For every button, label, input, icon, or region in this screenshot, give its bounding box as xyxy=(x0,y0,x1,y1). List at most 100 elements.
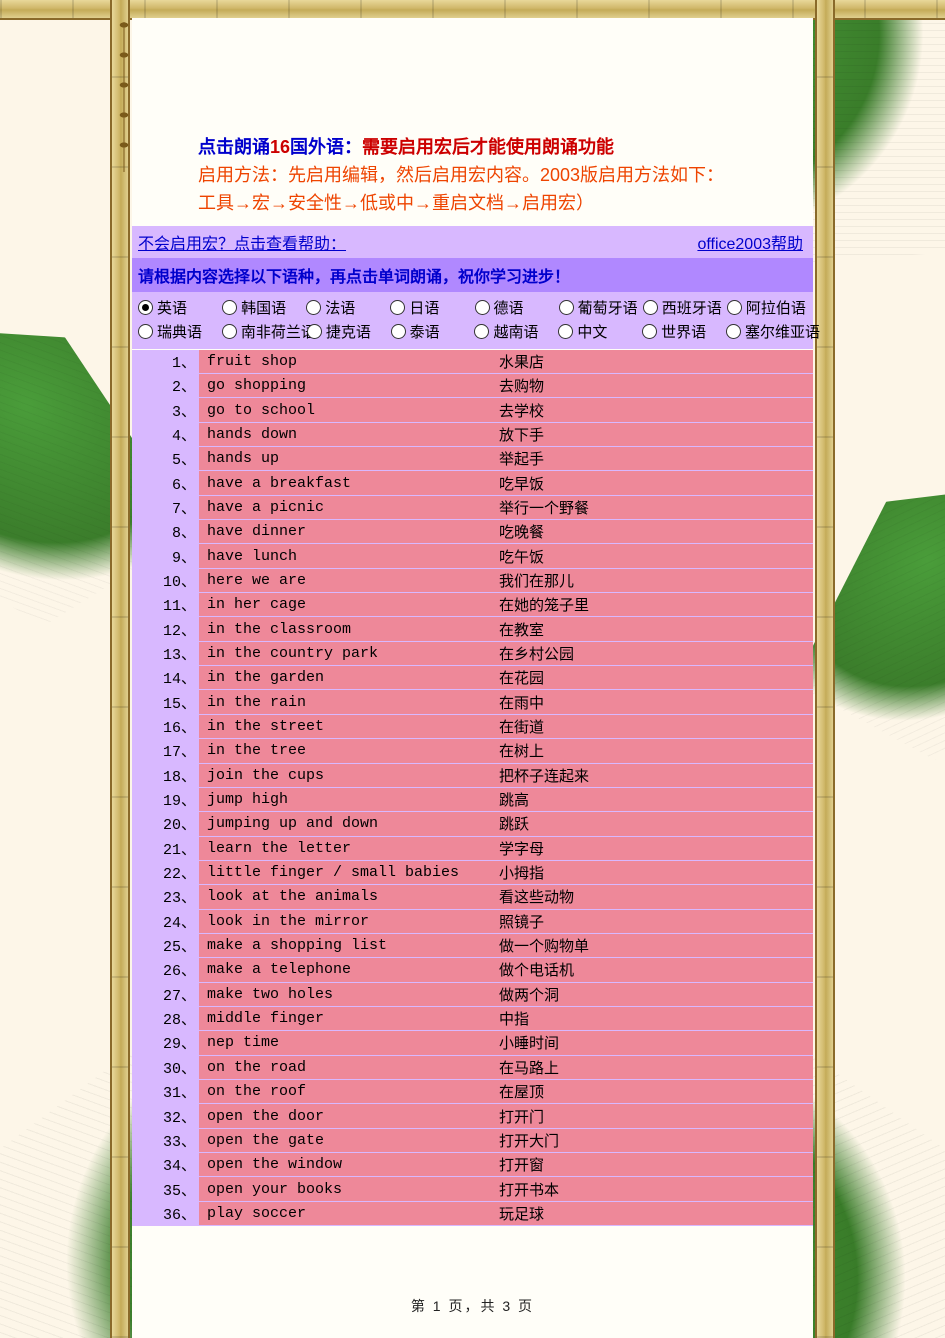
vocab-row[interactable]: 27、make two holes做两个洞 xyxy=(132,983,813,1007)
language-option[interactable]: 韩国语 xyxy=(222,297,304,318)
vocab-english[interactable]: open your books xyxy=(199,1177,495,1200)
language-option[interactable]: 泰语 xyxy=(391,321,473,342)
language-option[interactable]: 瑞典语 xyxy=(138,321,220,342)
vocab-row[interactable]: 10、here we are我们在那儿 xyxy=(132,569,813,593)
vocab-row[interactable]: 31、on the roof在屋顶 xyxy=(132,1080,813,1104)
vocab-row[interactable]: 22、little finger / small babies小拇指 xyxy=(132,861,813,885)
vocab-english[interactable]: look in the mirror xyxy=(199,910,495,933)
radio-icon[interactable] xyxy=(559,300,574,315)
vocab-row[interactable]: 25、make a shopping list做一个购物单 xyxy=(132,934,813,958)
vocab-row[interactable]: 33、open the gate打开大门 xyxy=(132,1129,813,1153)
radio-icon[interactable] xyxy=(222,324,237,339)
vocab-row[interactable]: 24、look in the mirror照镜子 xyxy=(132,910,813,934)
vocab-row[interactable]: 29、nep time小睡时间 xyxy=(132,1031,813,1055)
vocab-english[interactable]: middle finger xyxy=(199,1007,495,1030)
vocab-row[interactable]: 9、have lunch吃午饭 xyxy=(132,544,813,568)
vocab-english[interactable]: hands down xyxy=(199,423,495,446)
vocab-row[interactable]: 1、fruit shop水果店 xyxy=(132,350,813,374)
language-option[interactable]: 越南语 xyxy=(474,321,556,342)
vocab-english[interactable]: in the rain xyxy=(199,690,495,713)
vocab-english[interactable]: go to school xyxy=(199,398,495,421)
language-option[interactable]: 葡萄牙语 xyxy=(559,297,641,318)
vocab-english[interactable]: in the classroom xyxy=(199,617,495,640)
vocab-row[interactable]: 17、in the tree在树上 xyxy=(132,739,813,763)
vocab-row[interactable]: 32、open the door打开门 xyxy=(132,1104,813,1128)
vocab-english[interactable]: make a telephone xyxy=(199,958,495,981)
vocab-english[interactable]: on the road xyxy=(199,1056,495,1079)
vocab-row[interactable]: 6、have a breakfast吃早饭 xyxy=(132,471,813,495)
radio-icon[interactable] xyxy=(727,300,742,315)
vocab-row[interactable]: 8、have dinner吃晚餐 xyxy=(132,520,813,544)
radio-icon[interactable] xyxy=(222,300,237,315)
language-option[interactable]: 南非荷兰语 xyxy=(222,321,305,342)
vocab-row[interactable]: 19、jump high跳高 xyxy=(132,788,813,812)
vocab-row[interactable]: 23、look at the animals看这些动物 xyxy=(132,885,813,909)
vocab-english[interactable]: make two holes xyxy=(199,983,495,1006)
language-option[interactable]: 日语 xyxy=(390,297,472,318)
radio-icon[interactable] xyxy=(474,324,489,339)
radio-icon[interactable] xyxy=(642,324,657,339)
vocab-row[interactable]: 11、in her cage在她的笼子里 xyxy=(132,593,813,617)
vocab-row[interactable]: 2、go shopping去购物 xyxy=(132,374,813,398)
radio-icon[interactable] xyxy=(391,324,406,339)
vocab-english[interactable]: make a shopping list xyxy=(199,934,495,957)
language-option[interactable]: 德语 xyxy=(475,297,557,318)
radio-icon[interactable] xyxy=(643,300,658,315)
radio-icon[interactable] xyxy=(558,324,573,339)
radio-icon[interactable] xyxy=(138,324,153,339)
radio-icon[interactable] xyxy=(390,300,405,315)
language-option[interactable]: 世界语 xyxy=(642,321,724,342)
vocab-english[interactable]: in the country park xyxy=(199,642,495,665)
language-option[interactable]: 阿拉伯语 xyxy=(727,297,809,318)
vocab-english[interactable]: hands up xyxy=(199,447,495,470)
vocab-row[interactable]: 36、play soccer玩足球 xyxy=(132,1202,813,1226)
vocab-english[interactable]: learn the letter xyxy=(199,837,495,860)
radio-icon[interactable] xyxy=(307,324,322,339)
vocab-english[interactable]: in her cage xyxy=(199,593,495,616)
vocab-english[interactable]: have dinner xyxy=(199,520,495,543)
vocab-row[interactable]: 20、jumping up and down跳跃 xyxy=(132,812,813,836)
vocab-english[interactable]: nep time xyxy=(199,1031,495,1054)
vocab-english[interactable]: little finger / small babies xyxy=(199,861,495,884)
vocab-english[interactable]: fruit shop xyxy=(199,350,495,373)
vocab-english[interactable]: here we are xyxy=(199,569,495,592)
vocab-english[interactable]: have a picnic xyxy=(199,496,495,519)
vocab-english[interactable]: have lunch xyxy=(199,544,495,567)
language-option[interactable]: 中文 xyxy=(558,321,640,342)
help-link-right[interactable]: office2003帮助 xyxy=(697,230,803,254)
vocab-english[interactable]: go shopping xyxy=(199,374,495,397)
radio-icon[interactable] xyxy=(138,300,153,315)
radio-icon[interactable] xyxy=(726,324,741,339)
vocab-row[interactable]: 4、hands down放下手 xyxy=(132,423,813,447)
vocab-english[interactable]: jump high xyxy=(199,788,495,811)
vocab-english[interactable]: join the cups xyxy=(199,764,495,787)
vocab-english[interactable]: open the gate xyxy=(199,1129,495,1152)
vocab-english[interactable]: in the tree xyxy=(199,739,495,762)
vocab-english[interactable]: play soccer xyxy=(199,1202,495,1225)
vocab-row[interactable]: 35、open your books打开书本 xyxy=(132,1177,813,1201)
vocab-english[interactable]: jumping up and down xyxy=(199,812,495,835)
vocab-row[interactable]: 30、on the road在马路上 xyxy=(132,1056,813,1080)
radio-icon[interactable] xyxy=(475,300,490,315)
vocab-row[interactable]: 5、hands up举起手 xyxy=(132,447,813,471)
vocab-row[interactable]: 16、in the street在街道 xyxy=(132,715,813,739)
vocab-row[interactable]: 21、learn the letter学字母 xyxy=(132,837,813,861)
vocab-row[interactable]: 13、in the country park在乡村公园 xyxy=(132,642,813,666)
vocab-english[interactable]: in the street xyxy=(199,715,495,738)
help-link-left[interactable]: 不会启用宏？点击查看帮助： xyxy=(138,230,346,254)
language-option[interactable]: 塞尔维亚语 xyxy=(726,321,809,342)
vocab-english[interactable]: on the roof xyxy=(199,1080,495,1103)
radio-icon[interactable] xyxy=(306,300,321,315)
vocab-english[interactable]: open the door xyxy=(199,1104,495,1127)
vocab-english[interactable]: open the window xyxy=(199,1153,495,1176)
vocab-row[interactable]: 26、make a telephone做个电话机 xyxy=(132,958,813,982)
vocab-english[interactable]: have a breakfast xyxy=(199,471,495,494)
vocab-row[interactable]: 34、open the window打开窗 xyxy=(132,1153,813,1177)
language-option[interactable]: 西班牙语 xyxy=(643,297,725,318)
language-option[interactable]: 捷克语 xyxy=(307,321,389,342)
vocab-english[interactable]: look at the animals xyxy=(199,885,495,908)
language-option[interactable]: 英语 xyxy=(138,297,220,318)
vocab-english[interactable]: in the garden xyxy=(199,666,495,689)
vocab-row[interactable]: 18、join the cups把杯子连起来 xyxy=(132,764,813,788)
vocab-row[interactable]: 7、have a picnic举行一个野餐 xyxy=(132,496,813,520)
